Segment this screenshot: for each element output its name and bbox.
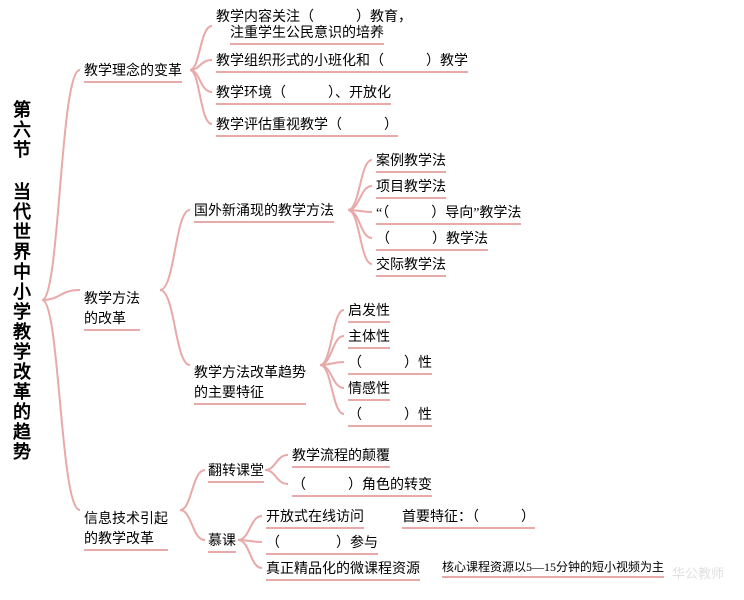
method-case-text: 案例教学法 [376, 154, 446, 169]
char-emotion-text: 情感性 [348, 382, 390, 397]
flipped-process: 教学流程的颠覆 [290, 445, 392, 468]
concept-item-2-text: 教学组织形式的小班化和（ ）教学 [216, 54, 468, 69]
concept-item-1b-text: 注重学生公民意识的培养 [230, 26, 384, 41]
sub-flipped: 翻转课堂 [206, 460, 266, 483]
branch-method-label: 教学方法 的改革 [84, 292, 140, 327]
mooc-participate: （ ）参与 [264, 532, 380, 555]
char-blank1: （ ）性 [346, 352, 434, 375]
sub-method-trend-label: 教学方法改革趋势 的主要特征 [194, 366, 306, 401]
flipped-process-text: 教学流程的颠覆 [292, 449, 390, 464]
watermark: 华公教师 [672, 563, 724, 582]
branch-it-label: 信息技术引起 的教学改革 [84, 512, 168, 547]
concept-item-2: 教学组织形式的小班化和（ ）教学 [214, 50, 470, 73]
method-case: 案例教学法 [374, 150, 448, 173]
method-oriented: “（ ）导向”教学法 [374, 202, 523, 225]
branch-it-reform: 信息技术引起 的教学改革 [82, 492, 170, 567]
sub-mooc: 慕课 [206, 530, 238, 553]
branch-concept-label: 教学理念的变革 [84, 64, 182, 79]
char-blank1-text: （ ）性 [348, 356, 432, 371]
char-blank2-text: （ ）性 [348, 408, 432, 423]
sub-flipped-label: 翻转课堂 [208, 464, 264, 479]
char-blank2: （ ）性 [346, 404, 434, 427]
mooc-resource-text: 真正精品化的微课程资源 [266, 562, 420, 577]
branch-concept-reform: 教学理念的变革 [82, 60, 184, 83]
concept-item-3: 教学环境（ ）、开放化 [214, 82, 393, 105]
branch-method-reform: 教学方法 的改革 [82, 272, 142, 347]
method-oriented-text: “（ ）导向”教学法 [376, 206, 521, 221]
mooc-resource-detail-text: 核心课程资源以5—15分钟的短小视频为主 [442, 560, 664, 574]
concept-item-3-text: 教学环境（ ）、开放化 [216, 86, 391, 101]
mooc-open-feature: 首要特征：（ ） [400, 506, 537, 529]
char-inspire: 启发性 [346, 300, 392, 323]
flipped-role-text: （ ）角色的转变 [292, 478, 432, 493]
sub-foreign-methods: 国外新涌现的教学方法 [192, 200, 336, 223]
mooc-resource-detail: 核心课程资源以5—15分钟的短小视频为主 [440, 558, 666, 578]
char-subject: 主体性 [346, 326, 392, 349]
root-title: 第六节 当代世界中小学教学改革的趋势 [8, 100, 34, 462]
char-subject-text: 主体性 [348, 330, 390, 345]
char-emotion: 情感性 [346, 378, 392, 401]
method-blank-text: （ ）教学法 [376, 232, 488, 247]
mooc-open-feature-text: 首要特征：（ ） [402, 510, 535, 525]
sub-foreign-methods-label: 国外新涌现的教学方法 [194, 204, 334, 219]
sub-method-trend: 教学方法改革趋势 的主要特征 [192, 346, 308, 421]
concept-item-4: 教学评估重视教学（ ） [214, 114, 400, 137]
method-communicative-text: 交际教学法 [376, 258, 446, 273]
mooc-open-text: 开放式在线访问 [266, 510, 364, 525]
flipped-role: （ ）角色的转变 [290, 474, 434, 497]
mooc-resource: 真正精品化的微课程资源 [264, 558, 422, 581]
concept-item-1b: 注重学生公民意识的培养 [228, 22, 386, 45]
method-blank: （ ）教学法 [374, 228, 490, 251]
method-project-text: 项目教学法 [376, 180, 446, 195]
char-inspire-text: 启发性 [348, 304, 390, 319]
mooc-participate-text: （ ）参与 [266, 536, 378, 551]
sub-mooc-label: 慕课 [208, 534, 236, 549]
method-project: 项目教学法 [374, 176, 448, 199]
method-communicative: 交际教学法 [374, 254, 448, 277]
mooc-open: 开放式在线访问 [264, 506, 366, 529]
concept-item-4-text: 教学评估重视教学（ ） [216, 118, 398, 133]
